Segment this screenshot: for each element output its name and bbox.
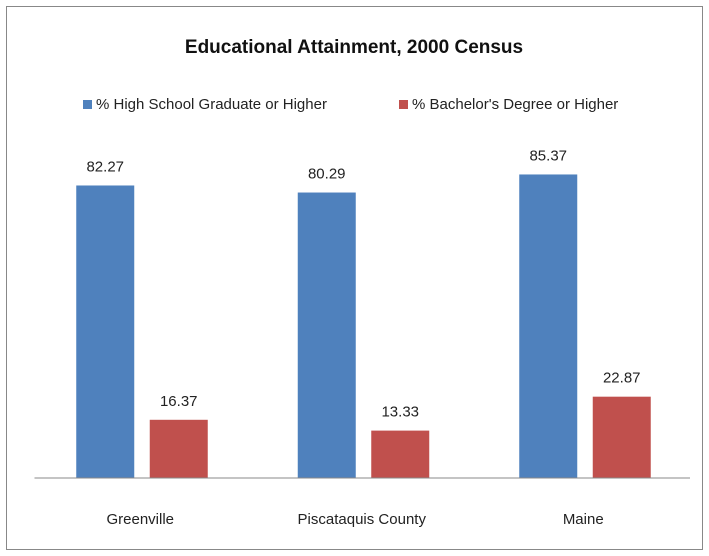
- data-label: 82.27: [86, 158, 124, 175]
- data-label: 80.29: [308, 165, 346, 182]
- bar: [76, 185, 135, 479]
- legend-swatch: [83, 100, 92, 109]
- legend-label: % High School Graduate or Higher: [96, 96, 327, 113]
- data-label: 22.87: [603, 370, 641, 387]
- chart-title: Educational Attainment, 2000 Census: [185, 37, 523, 58]
- bar: [371, 430, 430, 478]
- bar: [519, 174, 578, 478]
- bar: [592, 396, 651, 478]
- legend-label: % Bachelor's Degree or Higher: [412, 96, 618, 113]
- data-label: 85.37: [529, 147, 567, 164]
- legend-swatch: [399, 100, 408, 109]
- bar: [149, 419, 208, 478]
- data-label: 13.33: [381, 404, 419, 421]
- x-tick-label: Greenville: [106, 511, 174, 528]
- x-tick-label: Piscataquis County: [298, 511, 427, 528]
- data-label: 16.37: [160, 393, 198, 410]
- bar: [297, 192, 356, 478]
- x-tick-label: Maine: [563, 511, 604, 528]
